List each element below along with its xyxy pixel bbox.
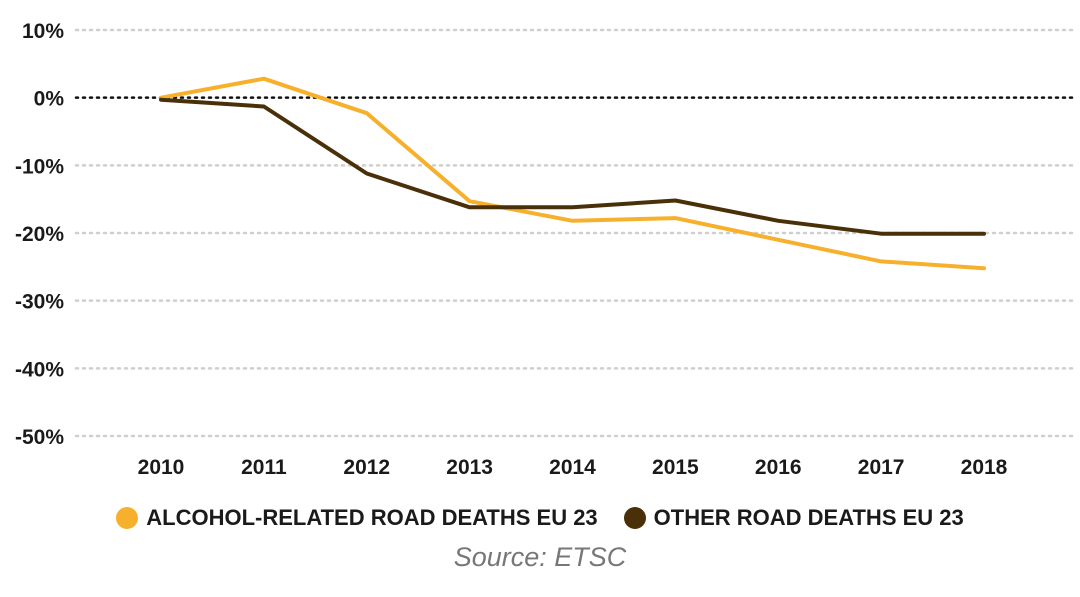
x-tick-label: 2011	[241, 456, 287, 479]
series-line-alcohol	[159, 76, 986, 271]
y-tick-label: -10%	[15, 155, 64, 178]
gridlines	[74, 28, 1076, 438]
x-tick-label: 2018	[961, 456, 1008, 479]
y-tick-label: 0%	[34, 88, 65, 111]
x-tick-label: 2017	[858, 456, 905, 479]
legend-swatch-alcohol	[116, 507, 139, 529]
y-tick-label: -20%	[15, 223, 64, 246]
y-tick-label: -30%	[15, 291, 64, 314]
y-axis-ticks: 10% 0% -10% -20% -30% -40% -50%	[15, 20, 64, 449]
x-tick-label: 2013	[446, 456, 493, 479]
line-chart: 10%0%-10%-20%-30%-40%-50% 2010 2011 2012 20…	[15, 20, 1076, 479]
x-tick-label: 2012	[343, 456, 390, 479]
series-lines	[159, 76, 986, 271]
y-tick-label: -50%	[15, 426, 64, 449]
y-tick-label: 10%	[22, 20, 64, 43]
y-tick-label: -40%	[15, 358, 64, 381]
legend-label-alcohol: ALCOHOL-RELATED ROAD DEATHS EU 23	[146, 505, 598, 530]
series-line-other	[159, 97, 986, 236]
legend-item-other: OTHER ROAD DEATHS EU 23	[623, 505, 964, 531]
legend-swatch-other	[623, 507, 646, 529]
legend-label-other: OTHER ROAD DEATHS EU 23	[653, 505, 964, 530]
x-axis-ticks: 2010 2011 2012 2013 2014 2015 2016 2017 2018	[138, 456, 1008, 479]
legend: ALCOHOL-RELATED ROAD DEATHS EU 23 OTHER …	[0, 505, 1080, 531]
x-tick-label: 2010	[138, 456, 185, 479]
x-tick-label: 2014	[549, 456, 596, 479]
x-tick-label: 2016	[755, 456, 802, 479]
x-tick-label: 2015	[652, 456, 699, 479]
legend-item-alcohol: ALCOHOL-RELATED ROAD DEATHS EU 23	[116, 505, 598, 531]
source-note: Source: ETSC	[453, 542, 627, 572]
